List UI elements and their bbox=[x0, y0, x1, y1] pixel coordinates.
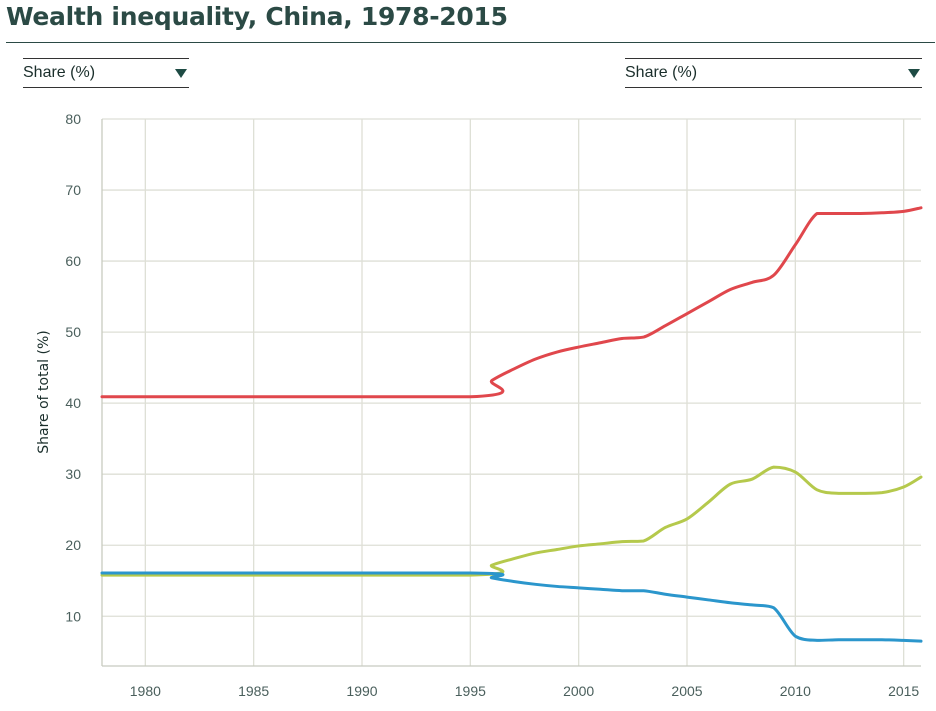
series-line-1 bbox=[100, 465, 923, 577]
x-tick-label: 1995 bbox=[455, 683, 486, 699]
chevron-down-icon bbox=[908, 69, 920, 78]
y-tick-label: 80 bbox=[65, 111, 81, 127]
x-tick-label: 2010 bbox=[780, 683, 811, 699]
series-lines bbox=[100, 206, 923, 643]
y-tick-label: 70 bbox=[65, 182, 81, 198]
x-tick-label: 2015 bbox=[888, 683, 919, 699]
right-axis-measure-dropdown[interactable]: Share (%) bbox=[625, 58, 922, 88]
y-tick-label: 40 bbox=[65, 395, 81, 411]
series-line-0 bbox=[100, 206, 923, 399]
y-tick-label: 60 bbox=[65, 253, 81, 269]
chevron-down-icon bbox=[175, 69, 187, 78]
axes bbox=[101, 119, 921, 667]
y-tick-label: 20 bbox=[65, 537, 81, 553]
left-axis-measure-dropdown[interactable]: Share (%) bbox=[23, 58, 189, 88]
y-tick-label: 10 bbox=[65, 608, 81, 624]
y-axis-label: Share of total (%) bbox=[36, 330, 52, 453]
x-tick-label: 1985 bbox=[238, 683, 269, 699]
x-tick-label: 1990 bbox=[346, 683, 377, 699]
x-tick-label: 1980 bbox=[130, 683, 161, 699]
x-tick-label: 2000 bbox=[563, 683, 594, 699]
grid bbox=[102, 118, 921, 666]
series-line-2 bbox=[100, 571, 923, 643]
y-tick-label: 30 bbox=[65, 466, 81, 482]
left-dropdown-label: Share (%) bbox=[23, 64, 96, 81]
y-tick-label: 50 bbox=[65, 324, 81, 340]
x-tick-label: 2005 bbox=[671, 683, 702, 699]
tick-labels: 1980 1985 1990 1995 2000 2005 2010 2015 10 20 30 40… bbox=[65, 111, 919, 699]
title-divider bbox=[6, 42, 935, 43]
right-dropdown-label: Share (%) bbox=[625, 64, 698, 81]
chart-title: Wealth inequality, China, 1978-2015 bbox=[6, 2, 508, 31]
